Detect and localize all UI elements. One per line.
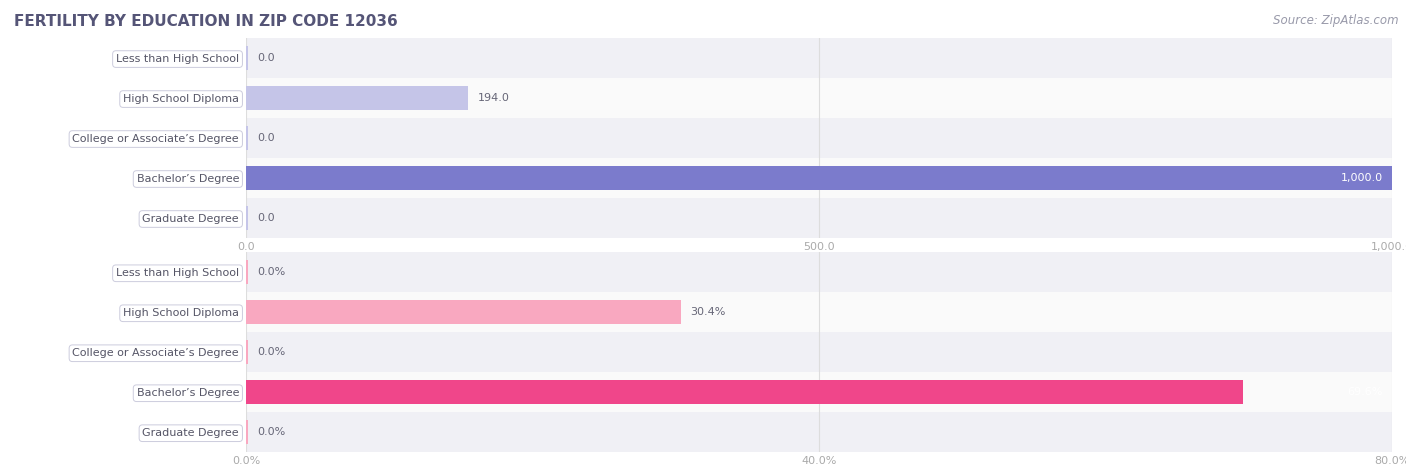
Bar (246, 126, 249, 150)
Text: Source: ZipAtlas.com: Source: ZipAtlas.com (1274, 14, 1399, 27)
Bar (246, 198, 1392, 238)
Text: 194.0: 194.0 (478, 93, 509, 103)
Text: 0.0: 0.0 (257, 53, 276, 63)
Bar (246, 420, 249, 444)
Text: 1,000.0: 1,000.0 (1341, 173, 1382, 183)
Bar (246, 118, 1392, 158)
Text: 0.0: 0.0 (257, 133, 276, 143)
Bar (246, 166, 1392, 190)
Text: FERTILITY BY EDUCATION IN ZIP CODE 12036: FERTILITY BY EDUCATION IN ZIP CODE 12036 (14, 14, 398, 30)
Bar (246, 38, 1392, 78)
Bar (246, 86, 468, 110)
Bar (246, 372, 1392, 412)
Bar (246, 340, 249, 364)
Bar (246, 46, 249, 70)
Text: 69.6%: 69.6% (1347, 387, 1382, 397)
Bar (246, 300, 682, 324)
Bar (246, 332, 1392, 372)
Text: 0.0%: 0.0% (257, 267, 285, 278)
Bar (246, 412, 1392, 452)
Text: 0.0%: 0.0% (257, 347, 285, 357)
Bar (246, 380, 1243, 404)
Text: 30.4%: 30.4% (690, 307, 725, 317)
Bar (246, 292, 1392, 332)
Bar (246, 206, 249, 230)
Bar (246, 260, 249, 284)
Text: 0.0%: 0.0% (257, 427, 285, 437)
Bar (246, 252, 1392, 292)
Bar (246, 158, 1392, 198)
Bar (246, 78, 1392, 118)
Text: 0.0: 0.0 (257, 213, 276, 223)
